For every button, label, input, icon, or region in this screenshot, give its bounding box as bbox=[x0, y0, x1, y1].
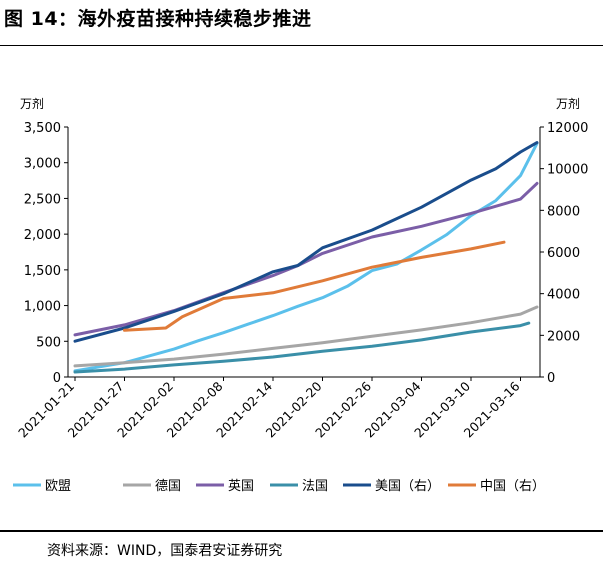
right-tick-label: 2000 bbox=[547, 329, 580, 344]
left-tick-label: 0 bbox=[53, 371, 61, 386]
right-tick-label: 8000 bbox=[547, 204, 580, 219]
legend-label: 欧盟 bbox=[45, 479, 71, 494]
series-line-欧盟 bbox=[73, 141, 539, 373]
left-tick-label: 2,000 bbox=[24, 228, 61, 243]
series-line-美国（右） bbox=[73, 141, 539, 343]
legend-label: 英国 bbox=[228, 479, 254, 494]
left-tick-label: 3,000 bbox=[24, 157, 61, 172]
title-divider bbox=[0, 45, 603, 46]
right-tick-label: 4000 bbox=[547, 288, 580, 303]
series-line-中国（右） bbox=[123, 240, 506, 332]
right-tick-label: 6000 bbox=[547, 246, 580, 261]
right-axis-unit: 万剂 bbox=[556, 96, 580, 111]
right-tick-label: 12000 bbox=[547, 121, 588, 136]
left-axis-unit: 万剂 bbox=[20, 96, 44, 111]
right-tick-label: 0 bbox=[547, 371, 555, 386]
series-line-法国 bbox=[73, 321, 531, 374]
left-tick-label: 2,500 bbox=[24, 192, 61, 207]
legend-label: 法国 bbox=[302, 479, 328, 494]
right-tick-label: 10000 bbox=[547, 163, 588, 178]
axes: 0 500 1,000 1,500 2,000 2,500 3,000 3,500 0 2000 4… bbox=[15, 121, 588, 440]
legend-label: 中国（右） bbox=[480, 479, 545, 494]
left-tick-label: 1,500 bbox=[24, 264, 61, 279]
source-note: 资料来源：WIND，国泰君安证券研究 bbox=[47, 543, 283, 559]
series-line-德国 bbox=[73, 305, 539, 368]
left-tick-label: 1,000 bbox=[24, 300, 61, 315]
footer-divider bbox=[0, 530, 603, 532]
left-tick-label: 3,500 bbox=[24, 121, 61, 136]
line-chart: 0 500 1,000 1,500 2,000 2,500 3,000 3,500 0 2000 4… bbox=[13, 96, 588, 494]
left-tick-label: 500 bbox=[36, 335, 61, 350]
legend-label: 美国（右） bbox=[375, 479, 440, 494]
series-lines bbox=[73, 141, 539, 374]
legend: 欧盟 德国 英国 法国 美国（右） 中国（右） bbox=[13, 479, 545, 494]
legend-label: 德国 bbox=[155, 479, 181, 494]
figure-title: 图 14：海外疫苗接种持续稳步推进 bbox=[4, 8, 312, 30]
